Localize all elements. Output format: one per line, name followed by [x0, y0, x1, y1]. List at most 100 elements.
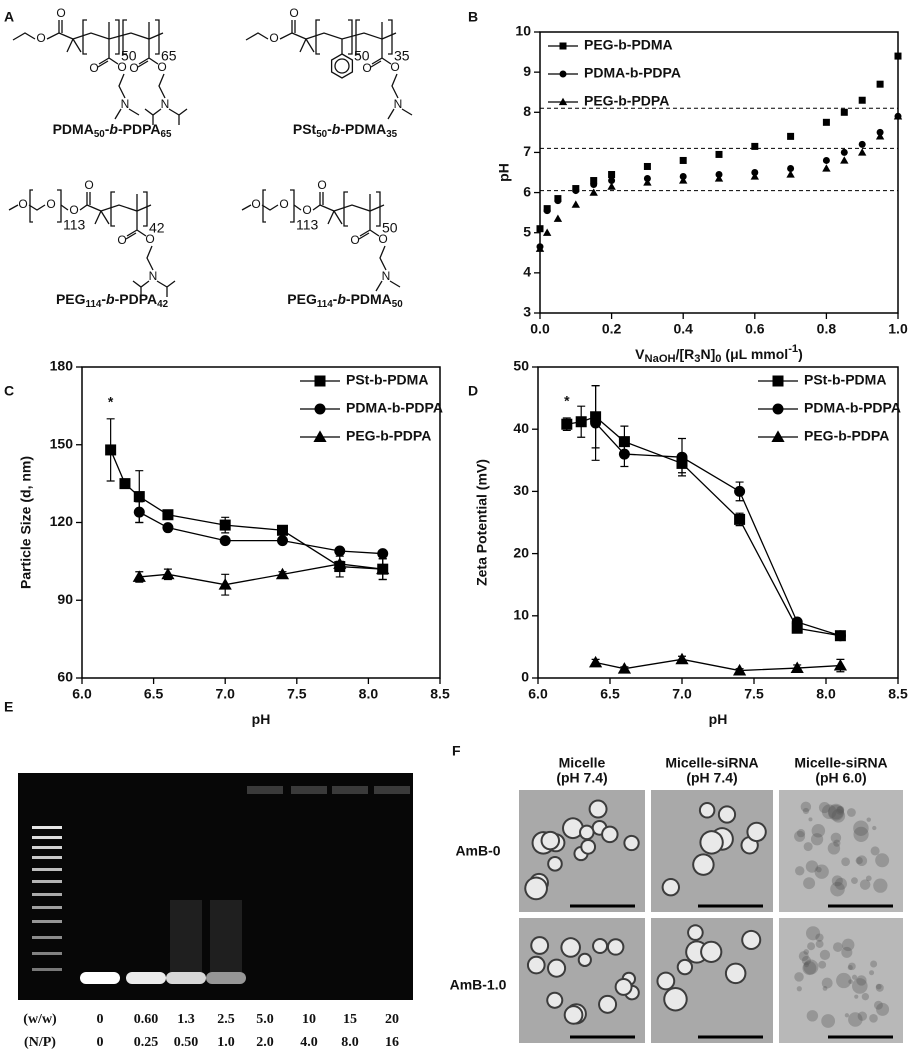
plot-frame	[537, 366, 899, 679]
label-part: b	[332, 121, 341, 137]
series-line	[139, 563, 383, 586]
y-axis-label: Particle Size (d, nm)	[18, 456, 34, 589]
atom-label: O	[378, 232, 387, 246]
bond	[387, 108, 413, 120]
marker	[607, 182, 616, 190]
aggregate	[815, 933, 824, 942]
aggregate	[835, 806, 845, 815]
bond	[319, 204, 335, 212]
column-header: Micelle	[559, 755, 606, 771]
aggregate	[805, 926, 821, 941]
aggregate	[848, 979, 853, 984]
aggregate	[802, 807, 810, 815]
atom-label: O	[302, 203, 311, 217]
label-part: -PDMA	[346, 291, 392, 307]
marker	[734, 485, 746, 497]
repeat-count: 35	[394, 48, 410, 64]
marker	[679, 156, 687, 164]
series-line	[566, 416, 841, 637]
bond	[8, 204, 19, 211]
atom-label: O	[390, 60, 399, 74]
marker	[561, 418, 573, 430]
x-tick-label: 7.0	[215, 686, 235, 702]
bond	[82, 19, 120, 55]
atom-label: O	[157, 60, 166, 74]
marker	[132, 570, 146, 582]
aggregate	[821, 977, 833, 989]
bond	[132, 280, 176, 297]
micelle-core	[549, 858, 561, 870]
bond	[28, 189, 62, 223]
marker	[589, 188, 598, 196]
bond	[94, 210, 110, 225]
marker	[334, 545, 346, 557]
plot-frame	[539, 31, 899, 314]
marker	[840, 148, 848, 156]
label-part: pH	[709, 711, 728, 727]
aggregate	[818, 960, 827, 969]
lane-label: 2.0	[256, 1035, 274, 1050]
label-part: 35	[386, 129, 397, 140]
bond	[312, 192, 324, 211]
micelle-core	[542, 832, 559, 849]
aggregate	[866, 817, 871, 822]
legend-marker	[559, 70, 567, 78]
y-tick-label: 150	[50, 435, 74, 451]
aggregate	[796, 986, 802, 992]
y-tick-label: 9	[523, 63, 531, 79]
aggregate	[846, 808, 856, 817]
label-part: PSt	[293, 121, 317, 137]
panel-letter: F	[452, 743, 461, 759]
x-tick-label: 0.2	[602, 321, 622, 337]
aggregate	[821, 1014, 836, 1028]
marker	[617, 662, 631, 674]
bond	[261, 189, 295, 223]
bond	[305, 32, 397, 40]
lane-label: 15	[343, 1012, 357, 1027]
bond	[137, 22, 159, 68]
atom-label: O	[251, 197, 260, 211]
y-tick-label: 30	[513, 482, 529, 498]
gel-well	[247, 786, 283, 794]
panel-letter: E	[4, 699, 13, 715]
lane-label: 20	[385, 1012, 399, 1027]
label-part: -1	[788, 343, 798, 355]
micelle-core	[532, 938, 548, 953]
marker	[133, 506, 145, 518]
x-tick-label: 6.5	[144, 686, 164, 702]
y-tick-label: 120	[50, 513, 74, 529]
tem-image	[779, 790, 903, 912]
aggregate	[870, 960, 878, 968]
aggregate	[828, 803, 844, 820]
lane-label: 2.5	[217, 1012, 235, 1027]
y-tick-label: 4	[523, 264, 531, 280]
compound-name: PDMA50-b-PDPA65	[53, 121, 172, 140]
y-tick-label: 180	[50, 358, 74, 374]
x-axis-label: pH	[252, 711, 271, 727]
label-part: )	[798, 346, 803, 362]
label-part: 3	[694, 353, 700, 365]
bond	[12, 32, 36, 41]
aggregate	[795, 866, 805, 876]
gel-smear	[170, 900, 202, 972]
series-line	[595, 422, 841, 637]
aggregate	[853, 820, 869, 836]
marker	[589, 655, 603, 668]
aggregate	[873, 1000, 883, 1010]
micelle-core	[663, 880, 678, 895]
row-label: (N/P)	[24, 1035, 56, 1050]
atom-label: O	[117, 233, 126, 247]
marker	[575, 416, 587, 428]
micelle-core	[678, 960, 692, 974]
micelle-core	[608, 940, 623, 954]
aggregate	[796, 829, 806, 838]
x-tick-label: 7.5	[744, 686, 764, 702]
ladder-band	[32, 868, 62, 871]
ladder-band	[32, 952, 62, 955]
bond	[370, 22, 392, 68]
repeat-count: 50	[121, 48, 137, 64]
y-tick-label: 10	[515, 23, 531, 39]
row-label: AmB-0	[455, 843, 500, 859]
x-tick-label: 8.0	[359, 686, 379, 702]
micelle-core	[701, 832, 722, 853]
